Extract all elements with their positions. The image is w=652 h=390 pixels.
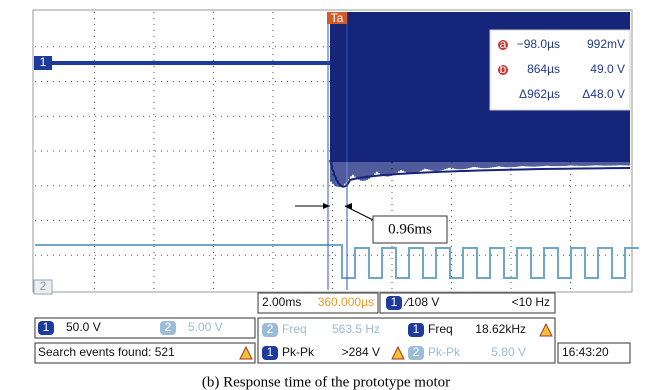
cursor-time: −98.0µs	[517, 37, 560, 51]
status-text: 2.00ms	[262, 295, 301, 309]
channel-number: 1	[267, 345, 274, 359]
caption: (b) Response time of the prototype motor	[202, 374, 450, 390]
cursor-time: Δ962µs	[519, 87, 560, 101]
cursor-time: 864µs	[527, 62, 560, 76]
status-text: 5.80 V	[491, 345, 526, 359]
status-text: 18.62kHz	[475, 322, 526, 336]
channel-number: 1	[43, 320, 50, 334]
status-text: Freq	[428, 322, 453, 336]
status-text: 50.0 V	[66, 320, 101, 334]
status-text: Pk-Pk	[282, 345, 315, 359]
status-text: <10 Hz	[512, 295, 550, 309]
cursor-volt: 49.0 V	[590, 62, 625, 76]
status-text: Search events found: 521	[38, 345, 175, 359]
channel-number: 1	[391, 295, 398, 309]
ch2-marker: 2	[40, 279, 47, 293]
channel-number: 2	[267, 322, 274, 336]
channel-number: 1	[413, 322, 420, 336]
ch1-marker: 1	[40, 55, 47, 69]
status-text: Pk-Pk	[428, 345, 461, 359]
cursor-volt: 992mV	[587, 37, 625, 51]
channel-number: 2	[413, 345, 420, 359]
status-text: >284 V	[342, 345, 380, 359]
scope: Ta 1 2 a b −98.0µs 992mV 864µs 49.0 V Δ962µs…	[0, 0, 652, 390]
page: Ta 1 2 a b −98.0µs 992mV 864µs 49.0 V Δ962µs…	[0, 0, 652, 390]
status-text: 563.5 Hz	[332, 322, 380, 336]
cursor-a: a	[500, 37, 507, 51]
status-text: Freq	[282, 322, 307, 336]
cursor-b: b	[500, 62, 507, 76]
trigger-marker: Ta	[331, 11, 344, 25]
status-text: 360.000µs	[318, 295, 374, 309]
cursor-volt: Δ48.0 V	[582, 87, 625, 101]
channel-number: 2	[165, 320, 172, 334]
status-text: 16:43:20	[562, 345, 609, 359]
annotation: 0.96ms	[388, 221, 432, 237]
status-text: ∕108 V	[403, 295, 439, 309]
status-text: 5.00 V	[188, 320, 223, 334]
